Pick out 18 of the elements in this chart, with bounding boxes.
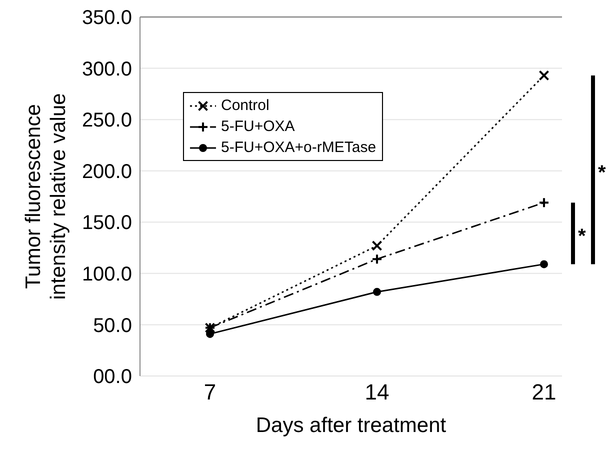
- text: *: [598, 162, 606, 184]
- y-tick-label: 150.0: [82, 212, 132, 234]
- x-tick-label: 14: [364, 380, 390, 405]
- y-tick-label: 50.0: [93, 314, 132, 337]
- legend-label: 5-FU+OXA: [221, 117, 295, 137]
- y-tick-label: 100.0: [82, 264, 132, 286]
- legend-label: Control: [221, 96, 270, 116]
- y-tick-label: 00.0: [93, 366, 132, 388]
- text: *: [578, 225, 586, 248]
- x-tick-label: 21: [532, 380, 556, 405]
- y-tick-label: 350.0: [82, 7, 132, 30]
- x-tick-label: 7: [204, 380, 216, 405]
- legend-label: 5-FU+OXA+o-rMETase: [221, 138, 376, 158]
- y-tick-label: 300.0: [82, 58, 132, 80]
- x-axis-title: Days after treatment: [256, 414, 446, 437]
- y-tick-label: 250.0: [82, 110, 132, 132]
- y-tick-label: 200.0: [82, 160, 132, 183]
- y-axis-title: Tumor fluorescence intensity relative value: [22, 93, 70, 300]
